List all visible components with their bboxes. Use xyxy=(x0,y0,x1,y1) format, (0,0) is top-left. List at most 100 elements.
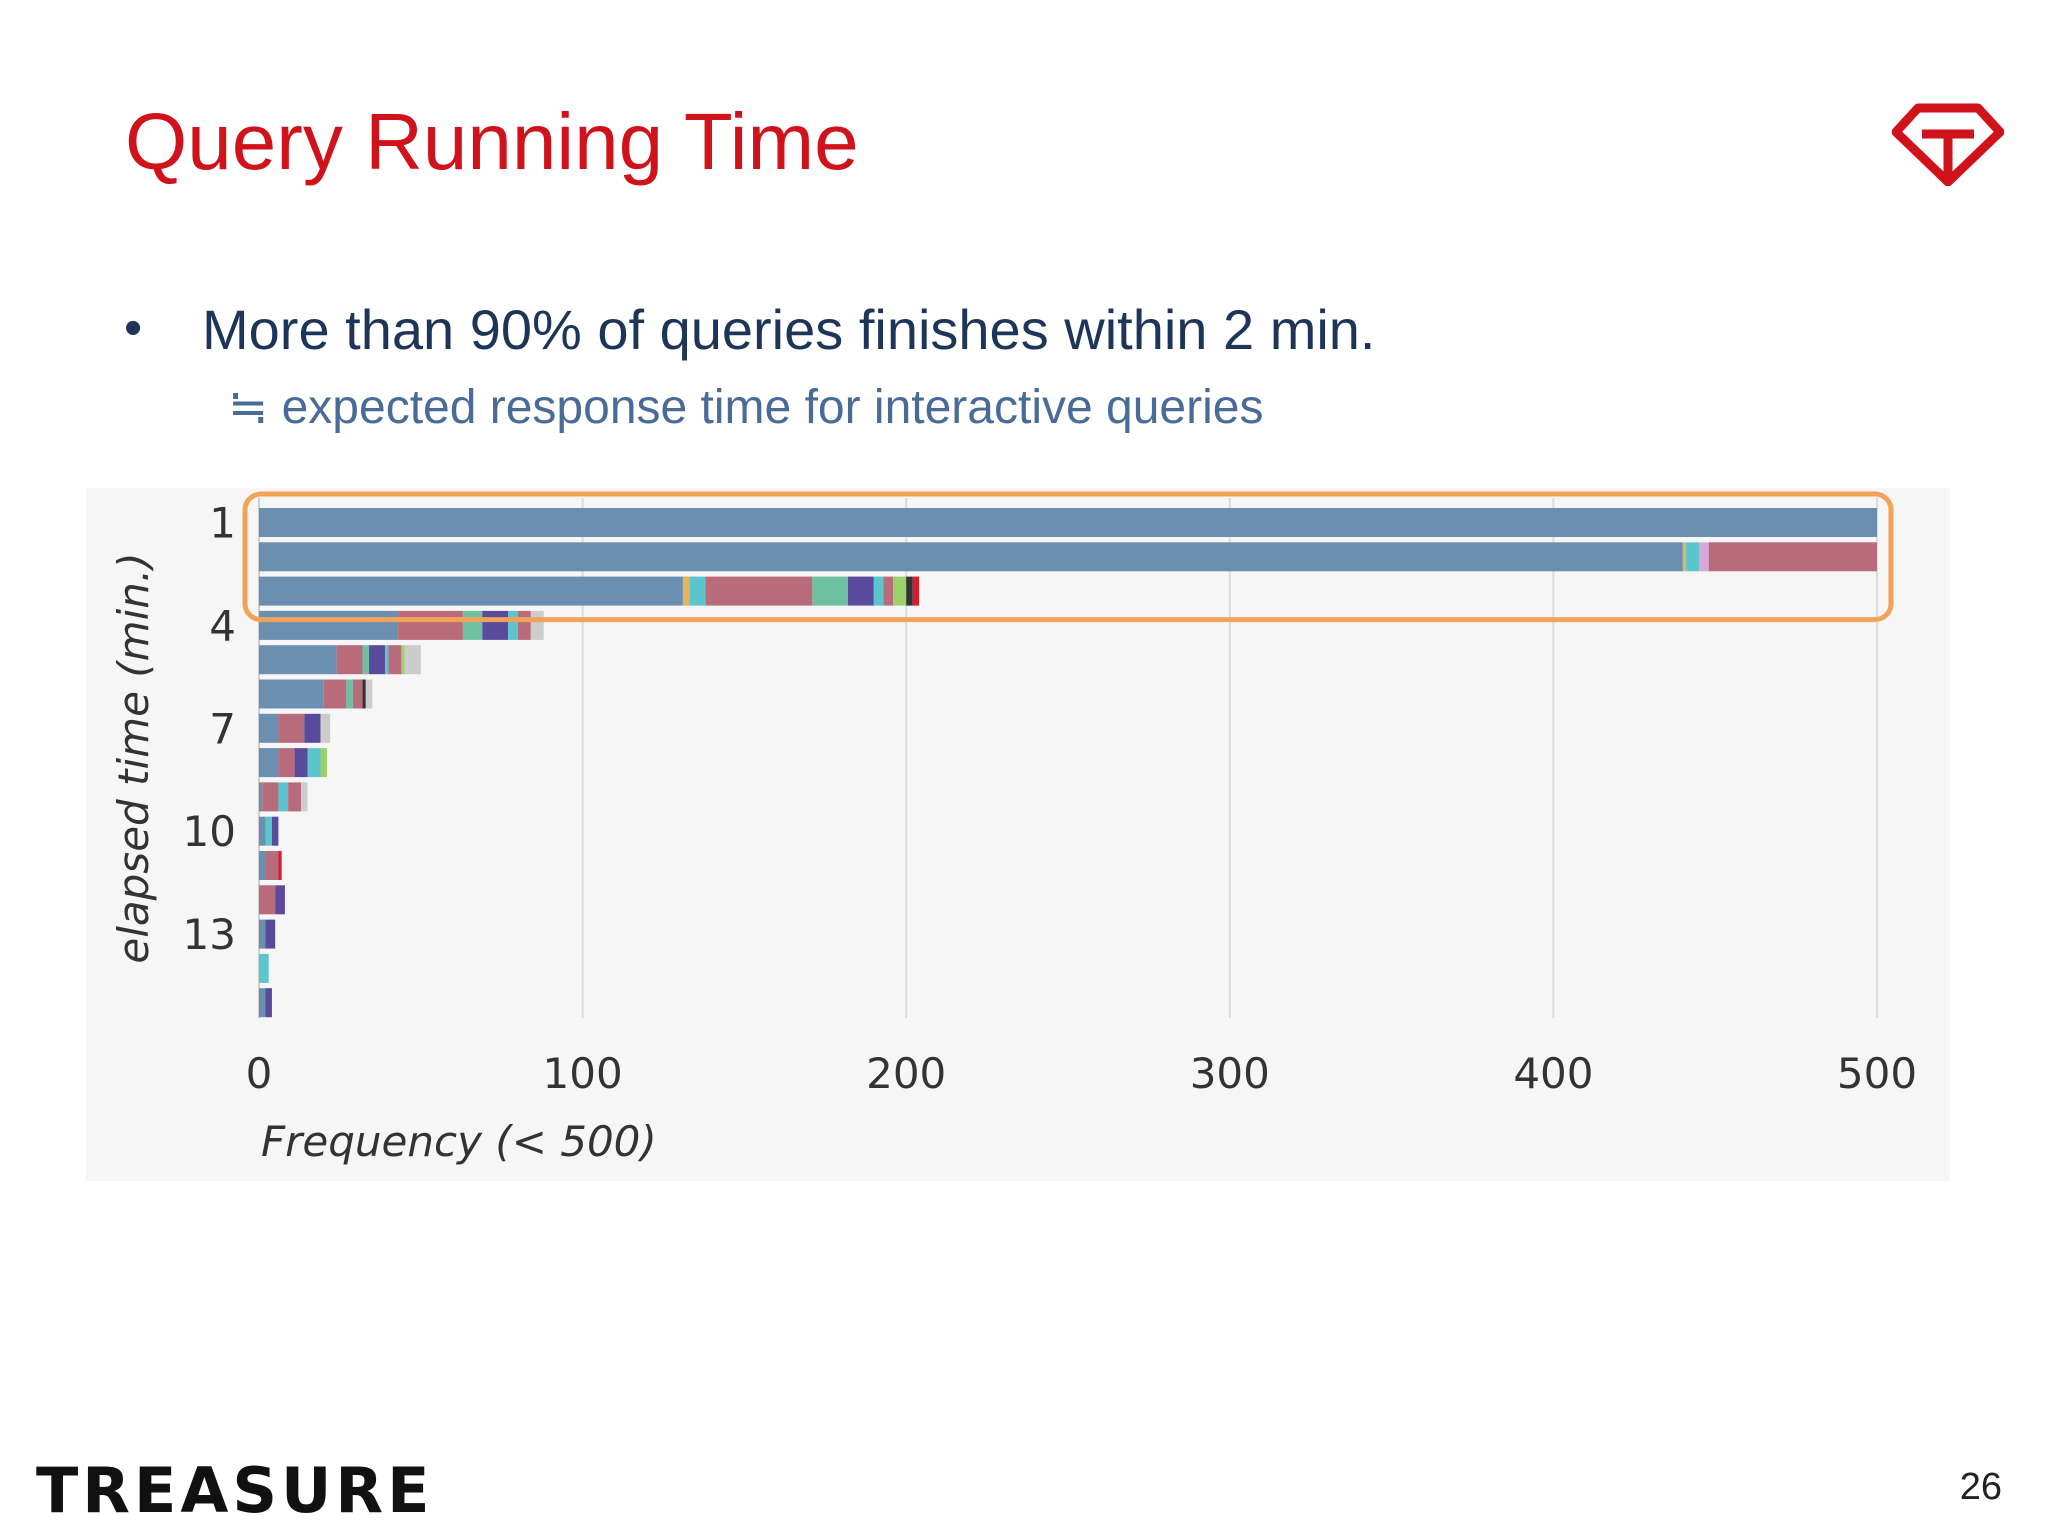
bar-segment xyxy=(336,645,363,675)
bullet-dot: • xyxy=(124,299,143,357)
bar-segment xyxy=(320,713,331,743)
x-tick-label: 100 xyxy=(543,1049,623,1098)
bar-segment xyxy=(323,679,347,709)
bar-segment xyxy=(912,576,920,606)
bar-segment xyxy=(278,713,305,743)
footer-brand-logo: TREASURE xyxy=(36,1454,434,1527)
bar-row xyxy=(259,851,282,880)
bar-segment xyxy=(259,885,276,915)
bullet-text: More than 90% of queries finishes within… xyxy=(202,298,1376,361)
bar-segment xyxy=(259,988,266,1018)
bar-segment xyxy=(398,610,463,640)
diamond-t-logo-icon xyxy=(1892,103,2004,186)
bar-segment xyxy=(365,679,373,709)
bar-segment xyxy=(320,748,327,778)
y-tick-label: 10 xyxy=(183,807,236,856)
bar-row xyxy=(259,576,920,606)
bar-segment xyxy=(362,645,370,675)
bar-segment xyxy=(294,748,308,778)
bar-segment xyxy=(265,816,272,846)
slide-title: Query Running Time xyxy=(125,97,859,186)
bar-segment xyxy=(259,782,263,812)
bar-segment xyxy=(482,610,509,640)
bar-row xyxy=(259,748,327,778)
bar-segment xyxy=(369,645,386,675)
y-axis-label: elapsed time (min.) xyxy=(109,552,158,963)
y-tick-label: 7 xyxy=(209,704,236,753)
bar-segment xyxy=(259,953,269,983)
bar-segment xyxy=(259,713,279,743)
bar-row xyxy=(259,679,373,709)
bar-segment xyxy=(352,679,363,709)
bar-segment xyxy=(689,576,706,606)
bar-segment xyxy=(705,576,813,606)
bar-segment xyxy=(883,576,894,606)
bar-segment xyxy=(1699,542,1709,572)
bar-segment xyxy=(278,782,289,812)
bar-segment xyxy=(259,919,266,949)
x-axis-label: Frequency (< 500) xyxy=(261,1117,657,1166)
bar-segment xyxy=(362,679,366,709)
bar-segment xyxy=(530,610,544,640)
x-tick-label: 0 xyxy=(246,1049,273,1098)
bar-segment xyxy=(259,576,683,606)
bar-segment xyxy=(1682,542,1687,572)
bar-row xyxy=(259,919,276,949)
bar-segment xyxy=(259,610,399,640)
highlight-box xyxy=(242,491,1894,623)
bar-segment xyxy=(262,782,279,812)
bar-segment xyxy=(847,576,874,606)
bar-segment xyxy=(906,576,913,606)
bar-row xyxy=(259,508,1877,537)
bar-row xyxy=(259,713,331,743)
bar-segment xyxy=(388,645,402,675)
bar-row xyxy=(259,610,544,640)
bar-row xyxy=(259,953,269,983)
bar-segment xyxy=(404,645,421,675)
sub-bullet-text: ≒ expected response time for interactive… xyxy=(228,381,1264,434)
bar-segment xyxy=(278,748,295,778)
bar-segment xyxy=(259,816,266,846)
bar-segment xyxy=(346,679,353,709)
bar-row xyxy=(259,816,279,846)
bar-segment xyxy=(259,679,324,709)
bar-segment xyxy=(385,645,389,675)
bar-segment xyxy=(301,782,308,812)
y-tick-label: 1 xyxy=(209,499,236,548)
bar-segment xyxy=(259,748,279,778)
bar-segment xyxy=(873,576,884,606)
bar-row xyxy=(259,782,308,812)
x-tick-label: 300 xyxy=(1190,1049,1270,1098)
bar-segment xyxy=(508,610,518,640)
bar-segment xyxy=(259,542,1683,572)
bar-segment xyxy=(288,782,302,812)
bar-segment xyxy=(259,508,1877,537)
bar-segment xyxy=(271,816,279,846)
bar-segment xyxy=(265,988,272,1018)
x-tick-label: 200 xyxy=(866,1049,946,1098)
bar-segment xyxy=(259,645,337,675)
bar-row xyxy=(259,988,272,1018)
x-tick-label: 400 xyxy=(1513,1049,1593,1098)
bar-segment xyxy=(265,851,279,880)
y-tick-label: 13 xyxy=(183,910,236,959)
bar-segment xyxy=(893,576,907,606)
bar-segment xyxy=(462,610,483,640)
bar-segment xyxy=(682,576,690,606)
bar-segment xyxy=(265,919,276,949)
bar-segment xyxy=(517,610,531,640)
y-tick-label: 4 xyxy=(209,601,236,650)
bar-segment xyxy=(304,713,321,743)
bar-segment xyxy=(401,645,405,675)
bar-segment xyxy=(307,748,321,778)
bar-segment xyxy=(812,576,848,606)
page-number: 26 xyxy=(1959,1466,2002,1508)
bar-segment xyxy=(1686,542,1700,572)
x-tick-label: 500 xyxy=(1837,1049,1917,1098)
bar-segment xyxy=(278,851,282,880)
bar-row xyxy=(259,542,1877,572)
bar-segment xyxy=(259,851,266,880)
bar-segment xyxy=(275,885,285,915)
bar-row xyxy=(259,885,285,915)
chart-container: 0 100 200 300 400 500 1 4 7 10 13 Frequency (< 50… xyxy=(86,488,1950,1181)
